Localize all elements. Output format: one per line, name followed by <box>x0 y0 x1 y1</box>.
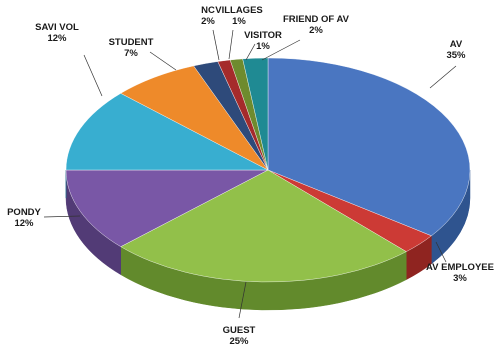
slice-label-guest: GUEST <box>223 325 256 336</box>
slice-label-nc: NC <box>201 5 215 16</box>
pie-tops <box>65 57 471 283</box>
slice-label-av: AV <box>450 39 463 50</box>
slice-percent-visitor: 1% <box>256 41 270 52</box>
slice-label-visitor: VISITOR <box>244 30 282 41</box>
leader-line-friend-of-av <box>261 39 301 61</box>
slice-label-av-employee: AV EMPLOYEE <box>426 262 494 273</box>
slice-percent-savi-vol: 12% <box>47 33 67 44</box>
slice-percent-villages: 1% <box>232 16 246 27</box>
leader-line-visitor <box>245 43 256 61</box>
slice-label-villages: VILLAGES <box>215 5 263 16</box>
slice-percent-guest: 25% <box>229 336 249 347</box>
leader-line-nc <box>212 29 220 61</box>
leader-line-av-employee <box>435 241 447 263</box>
slice-label-friend-of-av: FRIEND OF AV <box>283 14 350 25</box>
slice-label-savi-vol: SAVI VOL <box>35 22 79 33</box>
slice-percent-nc: 2% <box>201 16 215 27</box>
leader-line-villages <box>228 29 234 60</box>
slice-percent-av-employee: 3% <box>453 273 467 284</box>
slice-percent-pondy: 12% <box>14 218 34 229</box>
slice-pondy <box>65 169 269 247</box>
slice-percent-friend-of-av: 2% <box>309 25 323 36</box>
slice-av <box>267 57 471 237</box>
leader-line-savi-vol <box>83 54 103 97</box>
leader-line-guest <box>238 281 247 319</box>
slice-label-pondy: PONDY <box>7 207 41 218</box>
slice-percent-student: 7% <box>124 48 138 59</box>
leader-line-av <box>429 65 457 89</box>
slice-label-student: STUDENT <box>109 37 154 48</box>
slice-guest <box>120 169 407 283</box>
slice-friend-of-av <box>242 57 269 171</box>
leader-line-student <box>149 51 177 71</box>
leader-line-pondy <box>43 215 81 218</box>
slice-savi-vol <box>65 93 269 171</box>
slice-percent-av: 35% <box>446 50 466 61</box>
